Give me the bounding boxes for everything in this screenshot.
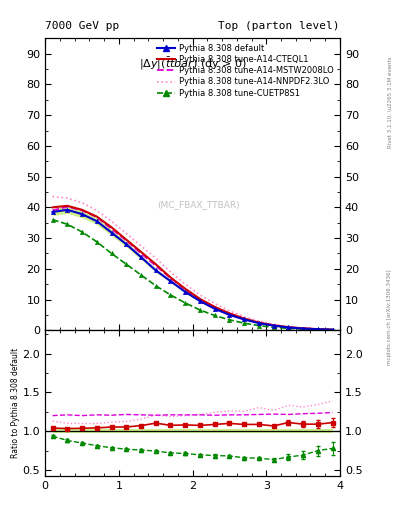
Y-axis label: Ratio to Pythia 8.308 default: Ratio to Pythia 8.308 default	[11, 348, 20, 458]
Legend: Pythia 8.308 default, Pythia 8.308 tune-A14-CTEQL1, Pythia 8.308 tune-A14-MSTW20: Pythia 8.308 default, Pythia 8.308 tune-…	[155, 42, 336, 99]
Text: (MC_FBAX_TTBAR): (MC_FBAX_TTBAR)	[157, 200, 240, 209]
Text: Top (parton level): Top (parton level)	[219, 20, 340, 31]
Text: $|\Delta y|(\bar{t}tbar)$ (dy > 0): $|\Delta y|(\bar{t}tbar)$ (dy > 0)	[139, 56, 246, 72]
Text: mcplots.cern.ch [arXiv:1306.3436]: mcplots.cern.ch [arXiv:1306.3436]	[387, 270, 392, 365]
Text: 7000 GeV pp: 7000 GeV pp	[45, 20, 119, 31]
Text: Rivet 3.1.10, \u2265 3.1M events: Rivet 3.1.10, \u2265 3.1M events	[387, 57, 392, 148]
